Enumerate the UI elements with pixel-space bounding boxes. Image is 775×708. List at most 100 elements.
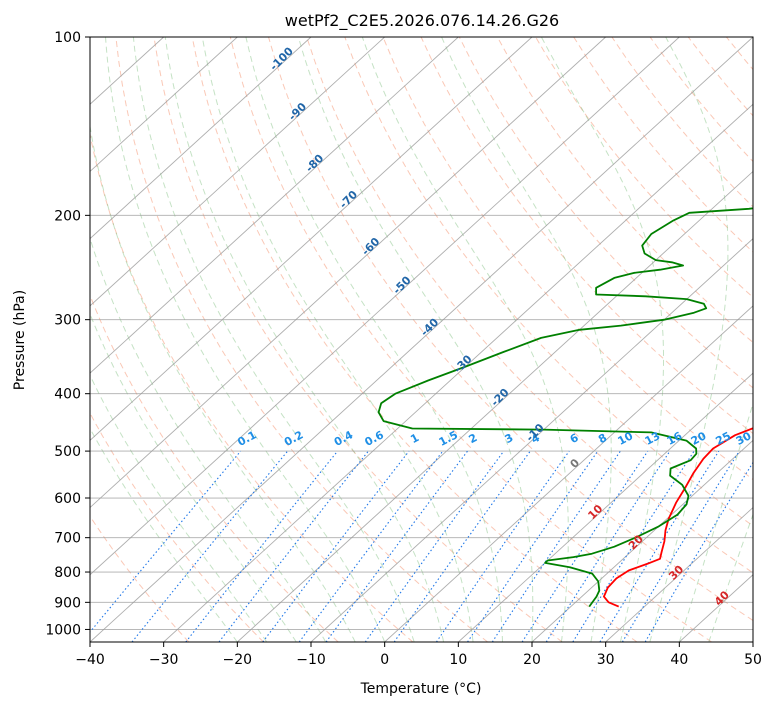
isotherm-line xyxy=(163,103,753,642)
mixing-ratio-line xyxy=(185,450,339,642)
mixing-ratio-line xyxy=(325,450,468,642)
mixing-ratio-label: 20 xyxy=(689,429,709,448)
moist-adiabat-line xyxy=(90,236,327,642)
dry-adiabat-line xyxy=(496,37,753,344)
isotherm-line xyxy=(90,37,753,642)
chart-title: wetPf2_C2E5.2026.076.14.26.G26 xyxy=(285,11,559,31)
mixing-ratio-label: 25 xyxy=(713,429,733,448)
x-axis-label: Temperature (°C) xyxy=(360,681,482,697)
moist-adiabat-line xyxy=(678,401,753,642)
mixing-ratio-label: 13 xyxy=(643,429,663,448)
sounding-series xyxy=(377,207,753,608)
isotherm-line xyxy=(458,372,753,642)
mixing-ratio-label: 10 xyxy=(616,429,636,448)
mixing-ratio-line xyxy=(298,450,444,642)
y-tick-label: 300 xyxy=(54,313,81,329)
moist-adiabat-line xyxy=(649,37,729,642)
isotherms xyxy=(90,37,753,642)
moist-adiabat-line xyxy=(90,312,297,642)
moist-adiabat-line xyxy=(245,37,503,642)
isotherm-line xyxy=(237,170,753,642)
y-tick-label: 200 xyxy=(54,208,81,224)
y-tick-label: 700 xyxy=(54,531,81,547)
dewpoint-line xyxy=(377,207,753,608)
mixing-ratio-line xyxy=(364,450,505,642)
moist-adiabat-line xyxy=(708,513,753,642)
moist-adiabat-line xyxy=(201,37,474,642)
mixing-ratio-line xyxy=(491,450,621,642)
y-tick-label: 800 xyxy=(54,565,81,581)
moist-adiabat-line xyxy=(441,37,612,642)
moist-adiabat-line xyxy=(540,37,664,642)
moist-adiabat-line xyxy=(105,37,386,642)
isotherm-line xyxy=(310,238,753,642)
isotherm-line xyxy=(90,37,680,576)
moist-adiabat-line xyxy=(297,37,534,642)
dry-adiabat-line xyxy=(90,412,264,642)
x-tick-label: 0 xyxy=(380,652,389,668)
mixing-ratio-line xyxy=(545,450,671,642)
y-tick-label: 600 xyxy=(54,491,81,507)
isotherm-line xyxy=(531,439,753,642)
isotherm-line xyxy=(90,37,238,173)
isotherm-line xyxy=(384,305,753,642)
moist-adiabat-line xyxy=(90,123,356,642)
isotherm-line xyxy=(90,37,606,509)
y-tick-label: 1000 xyxy=(45,622,81,638)
dry-adiabat-line xyxy=(535,37,753,298)
x-tick-label: −20 xyxy=(223,652,253,668)
mixing-ratio-label: 16 xyxy=(665,429,685,448)
line-labels: 0.10.20.40.611.52346810131620253036-100-… xyxy=(235,44,754,608)
moist-adiabat-line xyxy=(361,37,569,642)
mixing-ratio-line xyxy=(393,450,531,642)
x-tick-label: −40 xyxy=(75,652,105,668)
mixing-ratio-line xyxy=(435,450,570,642)
x-axis-ticks: −40 −30 −20 −10 0 10 20 30 40 50 xyxy=(75,642,762,668)
mixing-ratio-line xyxy=(621,450,740,642)
y-tick-label: 100 xyxy=(54,30,81,46)
x-tick-label: 40 xyxy=(670,652,688,668)
dry-adiabat-line xyxy=(90,515,190,642)
dry-adiabat-line xyxy=(306,37,753,574)
x-tick-label: 30 xyxy=(597,652,615,668)
y-tick-label: 900 xyxy=(54,595,81,611)
pressure-gridlines xyxy=(90,37,753,630)
y-axis-ticks: 100 200 300 400 500 600 700 800 900 1000 xyxy=(45,30,90,638)
x-tick-label: 20 xyxy=(523,652,541,668)
isotherm-line xyxy=(90,37,533,441)
moist-adiabats xyxy=(90,37,753,642)
x-tick-label: −30 xyxy=(149,652,179,668)
mixing-ratio-line xyxy=(90,450,242,633)
moist-adiabat-line xyxy=(164,37,445,642)
dry-adiabat-line xyxy=(115,37,488,642)
mixing-ratio-line xyxy=(572,450,695,642)
plot-area: 0.10.20.40.611.52346810131620253036-100-… xyxy=(90,37,754,642)
dry-adiabat-line xyxy=(90,131,414,642)
mixing-ratio-line xyxy=(131,450,289,642)
plot-frame xyxy=(89,36,754,643)
isotherm-line xyxy=(90,37,385,307)
x-tick-label: 10 xyxy=(449,652,467,668)
mixing-ratio-label: 30 xyxy=(734,429,754,448)
x-tick-label: −10 xyxy=(296,652,326,668)
y-tick-label: 500 xyxy=(54,444,81,460)
moist-adiabat-line xyxy=(90,427,238,642)
dry-adiabat-line xyxy=(382,37,753,481)
dry-adiabat-line xyxy=(191,37,638,642)
isotherm-line xyxy=(605,506,753,642)
x-tick-label: 50 xyxy=(744,652,762,668)
temperature-line xyxy=(603,427,753,608)
y-axis-label: Pressure (hPa) xyxy=(12,290,28,390)
dry-adiabat-line xyxy=(268,37,753,622)
mixing-ratio-line xyxy=(262,450,410,642)
mixing-ratio-line xyxy=(521,450,649,642)
isotherm-line xyxy=(90,37,459,374)
mixing-ratio-line xyxy=(467,450,599,642)
y-tick-label: 400 xyxy=(54,387,81,403)
moist-adiabat-line xyxy=(90,374,268,642)
mixing-ratio-lines xyxy=(90,450,753,642)
dry-adiabats xyxy=(90,37,753,642)
isotherm-line xyxy=(90,37,312,240)
dry-adiabat-line xyxy=(153,37,563,642)
